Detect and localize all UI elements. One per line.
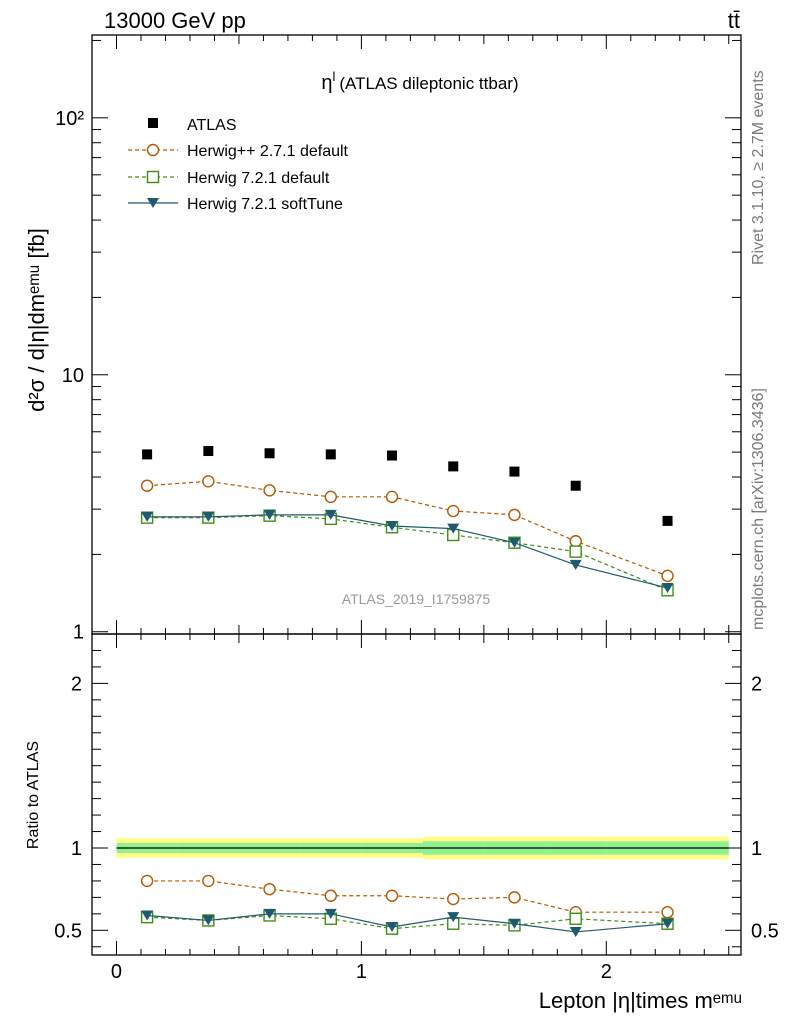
ratio-point-herwig-7-2-1-default	[569, 912, 582, 925]
ratio-point-herwigpp-2-7-1-default	[661, 906, 674, 919]
series-line-herwigpp-2-7-1-default	[147, 480, 668, 577]
ratio-point-herwig-7-2-1-softtune	[263, 908, 276, 919]
x-tick-label: 1	[356, 961, 367, 983]
ratio-point-herwig-7-2-1-softtune	[569, 926, 582, 937]
data-point-herwig-7-2-1-softtune	[508, 537, 521, 548]
data-point-herwig-7-2-1-softtune	[447, 523, 460, 534]
energy-label: 13000 GeV pp	[104, 8, 246, 33]
ratio-tick-label-left: 2	[71, 673, 82, 695]
legend-entry-herwigpp-271-default: Herwig++ 2.7.1 default	[128, 143, 349, 160]
legend-marker-atlas	[148, 118, 158, 128]
y-tick-label: 10	[62, 365, 84, 387]
ratio-tick-label-left: 1	[71, 838, 82, 860]
data-point-herwig-7-2-1-softtune	[263, 509, 276, 520]
x-tick-label: 0	[111, 961, 122, 983]
data-point-herwigpp-2-7-1-default	[661, 569, 674, 583]
data-point-herwigpp-2-7-1-default	[447, 504, 460, 518]
data-point-herwig-7-2-1-softtune	[141, 511, 154, 522]
ratio-point-herwigpp-2-7-1-default	[385, 889, 399, 902]
title-symbol: η	[321, 72, 332, 94]
legend-entry-atlas: ATLAS	[148, 117, 237, 134]
plot-title: ηl (ATLAS dileptonic ttbar)	[321, 69, 518, 94]
ratio-point-herwigpp-2-7-1-default	[508, 891, 521, 904]
legend-label-atlas: ATLAS	[187, 117, 237, 134]
ratio-tick-label-right: 1	[751, 838, 762, 860]
data-point-atlas	[570, 480, 581, 491]
ratio-point-herwig-7-2-1-softtune	[447, 912, 460, 923]
legend-marker-herwigpp-271-default	[146, 143, 160, 157]
x-tick-label: 2	[601, 961, 612, 983]
data-point-atlas	[448, 461, 459, 472]
data-series	[140, 446, 674, 937]
ratio-line-herwig-7-2-1-default	[147, 914, 668, 930]
ratio-point-herwigpp-2-7-1-default	[202, 874, 215, 888]
ratio-y-axis-label: Ratio to ATLAS	[25, 741, 42, 849]
data-point-herwigpp-2-7-1-default	[569, 535, 582, 548]
analysis-watermark: ATLAS_2019_I1759875	[342, 591, 491, 607]
ratio-point-herwig-7-2-1-softtune	[202, 915, 215, 926]
title-superscript: l	[333, 69, 336, 84]
series-line-herwig-7-2-1-softtune	[147, 514, 668, 589]
x-axis-label: Lepton |η|times mᵉᵐᵘ	[539, 988, 742, 1013]
legend-marker-herwig-721-softtune	[147, 198, 159, 208]
data-point-atlas	[325, 449, 336, 460]
y-tick-label: 10²	[55, 108, 84, 130]
data-point-herwig-7-2-1-softtune	[324, 509, 337, 520]
ratio-line-herwig-7-2-1-softtune	[147, 913, 668, 933]
ratio-point-herwig-7-2-1-softtune	[141, 910, 154, 921]
data-point-herwig-7-2-1-softtune	[386, 520, 399, 531]
ratio-point-herwig-7-2-1-softtune	[661, 918, 674, 929]
ratio-tick-label-right: 0.5	[751, 920, 779, 942]
data-point-atlas	[387, 450, 398, 461]
mcplots-label: mcplots.cern.ch [arXiv:1306.3436]	[750, 388, 767, 630]
legend-label-herwig-721-default: Herwig 7.2.1 default	[187, 170, 330, 187]
data-point-herwigpp-2-7-1-default	[508, 508, 521, 522]
ratio-point-herwigpp-2-7-1-default	[447, 892, 460, 906]
data-point-herwig-7-2-1-softtune	[661, 582, 674, 593]
process-label: tt̄	[728, 8, 740, 33]
y-tick-label: 1	[73, 622, 84, 644]
legend-label-herwigpp-271-default: Herwig++ 2.7.1 default	[187, 143, 349, 160]
data-point-herwig-7-2-1-softtune	[202, 511, 215, 522]
axes: 0 1 2 1 10 10² 0.5 0.5 1 1 2 2	[54, 34, 779, 983]
ratio-panel-frame	[91, 633, 742, 956]
data-point-herwigpp-2-7-1-default	[202, 475, 215, 488]
data-point-atlas	[142, 449, 153, 460]
data-point-herwig-7-2-1-softtune	[569, 559, 582, 570]
title-text: (ATLAS dileptonic ttbar)	[339, 74, 518, 93]
legend: ATLAS Herwig++ 2.7.1 default Herwig 7.2.…	[128, 117, 349, 213]
ratio-line-herwigpp-2-7-1-default	[147, 880, 668, 913]
legend-entry-herwig-721-softtune: Herwig 7.2.1 softTune	[128, 196, 343, 213]
data-point-herwigpp-2-7-1-default	[324, 490, 337, 504]
ratio-point-herwig-7-2-1-softtune	[324, 908, 337, 919]
data-point-atlas	[509, 466, 520, 477]
ratio-point-herwig-7-2-1-softtune	[508, 918, 521, 929]
legend-entry-herwig-721-default: Herwig 7.2.1 default	[128, 170, 330, 187]
rivet-version-label: Rivet 3.1.10, ≥ 2.7M events	[750, 70, 767, 265]
data-point-atlas	[203, 446, 214, 457]
y-axis-label: d²σ / d|η|dmᵉᵐᵘ [fb]	[24, 228, 49, 412]
data-point-atlas	[662, 515, 673, 526]
ratio-point-herwigpp-2-7-1-default	[324, 889, 337, 902]
data-point-herwig-7-2-1-default	[569, 545, 582, 558]
data-point-herwigpp-2-7-1-default	[385, 490, 399, 504]
ratio-point-herwigpp-2-7-1-default	[263, 882, 276, 896]
legend-marker-herwig-721-default	[146, 170, 160, 184]
ratio-point-herwigpp-2-7-1-default	[140, 874, 154, 888]
ratio-tick-label-left: 0.5	[54, 920, 82, 942]
data-point-herwigpp-2-7-1-default	[140, 479, 154, 492]
legend-label-herwig-721-softtune: Herwig 7.2.1 softTune	[187, 196, 343, 213]
data-point-herwigpp-2-7-1-default	[263, 484, 276, 497]
data-point-atlas	[264, 448, 275, 459]
ratio-uncertainty-band	[116, 836, 729, 860]
ratio-point-herwig-7-2-1-softtune	[386, 922, 399, 933]
ratio-tick-label-right: 2	[751, 673, 762, 695]
